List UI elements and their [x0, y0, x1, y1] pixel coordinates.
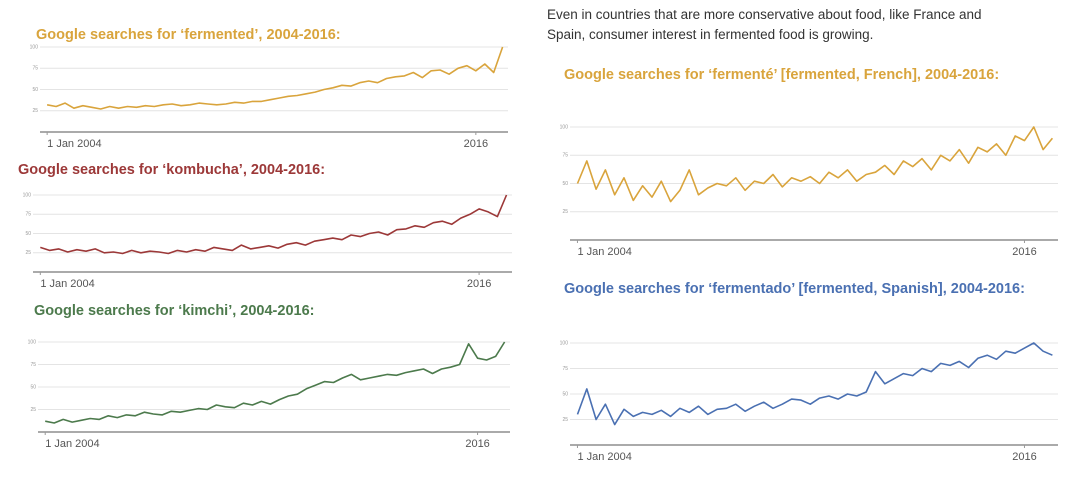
x-tick-label: 2016 [465, 438, 489, 450]
line [40, 194, 508, 255]
y-tick-label: 25 [32, 108, 38, 114]
chart-title: Google searches for ‘fermentado’ [fermen… [564, 281, 1025, 297]
x-tick-label: 2016 [467, 278, 491, 290]
x-tick-label: 2016 [1012, 451, 1036, 463]
y-tick-label: 100 [560, 124, 569, 130]
x-tick-label: 1 Jan 2004 [47, 138, 101, 150]
y-tick-label: 100 [30, 44, 39, 50]
y-tick-label: 25 [30, 407, 36, 413]
line [576, 342, 1053, 426]
y-tick-label: 50 [32, 87, 38, 93]
y-tick-label: 50 [30, 384, 36, 390]
line [46, 46, 504, 110]
y-tick-label: 25 [25, 250, 31, 256]
line [45, 341, 506, 424]
chart-title: Google searches for ‘kombucha’, 2004-201… [18, 162, 325, 178]
x-tick-label: 1 Jan 2004 [577, 246, 631, 258]
y-tick-label: 100 [560, 340, 569, 346]
line [576, 126, 1054, 203]
y-tick-label: 75 [32, 66, 38, 72]
y-tick-label: 75 [25, 212, 31, 218]
x-tick-label: 2016 [464, 138, 488, 150]
chart-title: Google searches for ‘kimchi’, 2004-2016: [34, 303, 314, 319]
y-tick-label: 100 [28, 339, 37, 345]
y-tick-label: 25 [562, 417, 568, 423]
x-tick-label: 1 Jan 2004 [40, 278, 94, 290]
y-tick-label: 75 [562, 153, 568, 159]
x-tick-label: 1 Jan 2004 [577, 451, 631, 463]
y-tick-label: 50 [562, 391, 568, 397]
note: Even in countries that are more conserva… [547, 7, 982, 42]
chart-title: Google searches for ‘fermented’, 2004-20… [36, 27, 341, 43]
y-tick-label: 100 [23, 192, 32, 198]
y-tick-label: 25 [562, 209, 568, 215]
x-tick-label: 1 Jan 2004 [45, 438, 99, 450]
x-tick-label: 2016 [1012, 246, 1036, 258]
y-tick-label: 75 [30, 362, 36, 368]
y-tick-label: 75 [562, 366, 568, 372]
chart-title: Google searches for ‘fermenté’ [fermente… [564, 67, 999, 83]
y-tick-label: 50 [25, 231, 31, 237]
y-tick-label: 50 [562, 181, 568, 187]
